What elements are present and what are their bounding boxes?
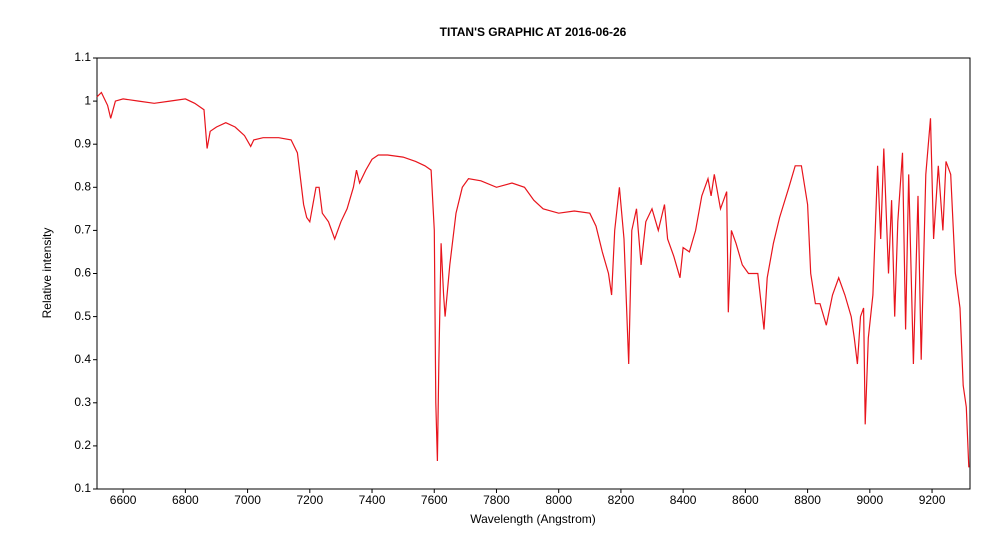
y-tick-label: 0.8	[74, 179, 91, 193]
x-tick-label: 7000	[234, 493, 261, 507]
x-tick-label: 7800	[483, 493, 510, 507]
x-axis-label: Wavelength (Angstrom)	[470, 512, 596, 526]
y-tick-label: 1	[84, 93, 91, 107]
x-tick-label: 9200	[919, 493, 946, 507]
y-tick-label: 0.4	[74, 352, 91, 366]
x-tick-label: 8600	[732, 493, 759, 507]
y-tick-label: 0.6	[74, 266, 91, 280]
spectrum-line	[96, 91, 970, 468]
y-tick-label: 0.5	[74, 309, 91, 323]
x-tick-label: 7600	[421, 493, 448, 507]
y-tick-label: 0.3	[74, 395, 91, 409]
x-tick-label: 9000	[856, 493, 883, 507]
y-tick-label: 0.7	[74, 223, 91, 237]
plot-frame	[96, 57, 971, 490]
y-tick-label: 0.1	[74, 481, 91, 495]
x-tick-label: 8200	[608, 493, 635, 507]
x-tick-label: 8400	[670, 493, 697, 507]
y-tick-label: 0.9	[74, 136, 91, 150]
y-tick-label: 0.2	[74, 438, 91, 452]
x-tick-label: 6600	[110, 493, 137, 507]
x-tick-label: 7400	[359, 493, 386, 507]
x-tick-label: 8800	[794, 493, 821, 507]
chart-title: TITAN'S GRAPHIC AT 2016-06-26	[440, 25, 627, 39]
y-axis-label: Relative intensity	[40, 228, 54, 319]
x-tick-label: 8000	[545, 493, 572, 507]
x-tick-label: 7200	[296, 493, 323, 507]
x-tick-label: 6800	[172, 493, 199, 507]
y-tick-label: 1.1	[74, 50, 91, 64]
